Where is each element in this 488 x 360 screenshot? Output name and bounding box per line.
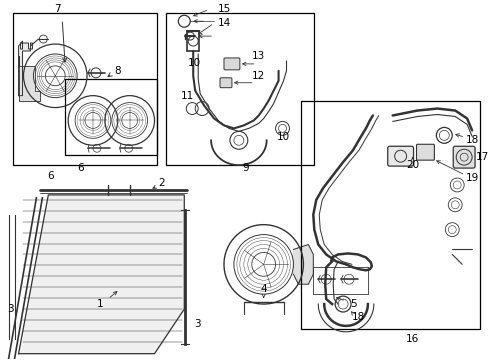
Text: 17: 17 — [474, 152, 488, 162]
Text: 7: 7 — [54, 4, 61, 14]
FancyBboxPatch shape — [224, 58, 240, 70]
Bar — [65, 79, 156, 155]
Text: 19: 19 — [465, 173, 478, 183]
FancyBboxPatch shape — [452, 146, 474, 168]
Text: 10: 10 — [276, 132, 289, 142]
Text: 10: 10 — [187, 58, 201, 68]
Polygon shape — [19, 56, 41, 100]
Polygon shape — [19, 195, 184, 354]
Polygon shape — [19, 41, 32, 96]
Text: 3: 3 — [193, 319, 200, 329]
Text: 4: 4 — [260, 284, 266, 294]
Text: 6: 6 — [77, 163, 83, 173]
FancyBboxPatch shape — [416, 144, 433, 160]
FancyBboxPatch shape — [220, 78, 231, 88]
Text: 2: 2 — [158, 178, 164, 188]
Text: 3: 3 — [7, 304, 14, 314]
Bar — [301, 100, 479, 329]
Text: 5: 5 — [349, 299, 356, 309]
Text: 12: 12 — [252, 71, 265, 81]
Text: 18: 18 — [465, 135, 478, 145]
FancyBboxPatch shape — [387, 146, 413, 166]
Text: 9: 9 — [242, 163, 248, 173]
Text: 18: 18 — [350, 312, 364, 322]
Text: 8: 8 — [114, 66, 121, 76]
Text: 1: 1 — [97, 299, 103, 309]
Text: 15: 15 — [217, 4, 230, 14]
Text: 11: 11 — [180, 91, 194, 101]
Polygon shape — [293, 244, 313, 284]
Text: 20: 20 — [405, 160, 418, 170]
Text: 13: 13 — [252, 51, 265, 61]
Text: 6: 6 — [47, 171, 54, 181]
Text: 14: 14 — [217, 18, 230, 28]
Bar — [13, 13, 156, 165]
Bar — [166, 13, 314, 165]
Text: 16: 16 — [405, 334, 418, 344]
